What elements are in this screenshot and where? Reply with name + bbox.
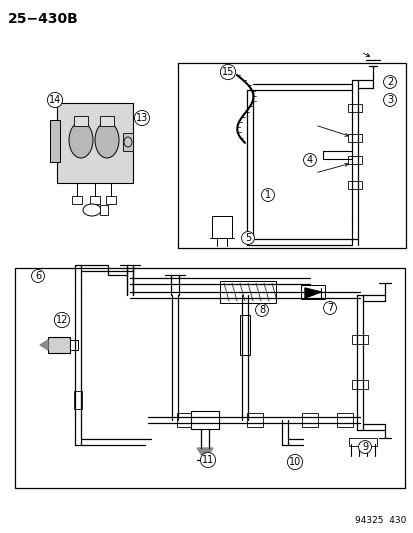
Bar bbox=[177, 413, 192, 427]
Bar bbox=[74, 116, 88, 126]
Text: 14: 14 bbox=[49, 95, 61, 105]
Bar bbox=[57, 103, 133, 183]
Bar bbox=[50, 120, 60, 162]
Ellipse shape bbox=[83, 204, 101, 216]
Bar bbox=[70, 340, 78, 350]
Ellipse shape bbox=[69, 122, 93, 158]
Bar bbox=[90, 196, 100, 204]
Bar bbox=[219, 281, 275, 303]
Text: 94325  430: 94325 430 bbox=[354, 516, 405, 525]
Text: 8: 8 bbox=[258, 305, 264, 315]
Text: 6: 6 bbox=[35, 271, 41, 281]
Text: 4: 4 bbox=[306, 155, 312, 165]
Text: 7: 7 bbox=[326, 303, 332, 313]
Bar bbox=[74, 391, 82, 409]
Bar bbox=[347, 104, 361, 112]
Text: 12: 12 bbox=[56, 315, 68, 325]
Text: 9: 9 bbox=[361, 442, 367, 452]
Text: 10: 10 bbox=[288, 457, 300, 467]
Bar bbox=[347, 156, 361, 164]
Text: 2: 2 bbox=[386, 77, 392, 87]
Text: 5: 5 bbox=[244, 233, 251, 243]
Bar bbox=[348, 438, 376, 446]
Bar bbox=[347, 181, 361, 189]
Bar bbox=[211, 216, 231, 238]
Bar bbox=[351, 335, 367, 344]
Bar bbox=[351, 381, 367, 390]
Polygon shape bbox=[197, 448, 212, 460]
Bar bbox=[100, 116, 114, 126]
Bar bbox=[300, 285, 324, 299]
Bar bbox=[15, 268, 404, 488]
Ellipse shape bbox=[95, 122, 119, 158]
Bar bbox=[100, 205, 108, 215]
Text: 13: 13 bbox=[135, 113, 148, 123]
Text: 3: 3 bbox=[386, 95, 392, 105]
Ellipse shape bbox=[124, 137, 132, 147]
Bar bbox=[301, 413, 317, 427]
Text: 11: 11 bbox=[202, 455, 214, 465]
Bar bbox=[347, 134, 361, 142]
Bar bbox=[336, 413, 352, 427]
Bar bbox=[72, 196, 82, 204]
Bar bbox=[178, 63, 405, 248]
Bar bbox=[48, 337, 70, 353]
Bar bbox=[106, 196, 116, 204]
Text: 15: 15 bbox=[221, 67, 234, 77]
Bar bbox=[247, 413, 262, 427]
Bar bbox=[123, 133, 133, 151]
Bar bbox=[240, 315, 249, 355]
Text: 25−430B: 25−430B bbox=[8, 12, 78, 26]
Polygon shape bbox=[40, 340, 48, 350]
Text: 1: 1 bbox=[264, 190, 271, 200]
Polygon shape bbox=[304, 288, 320, 298]
Bar bbox=[190, 411, 218, 429]
